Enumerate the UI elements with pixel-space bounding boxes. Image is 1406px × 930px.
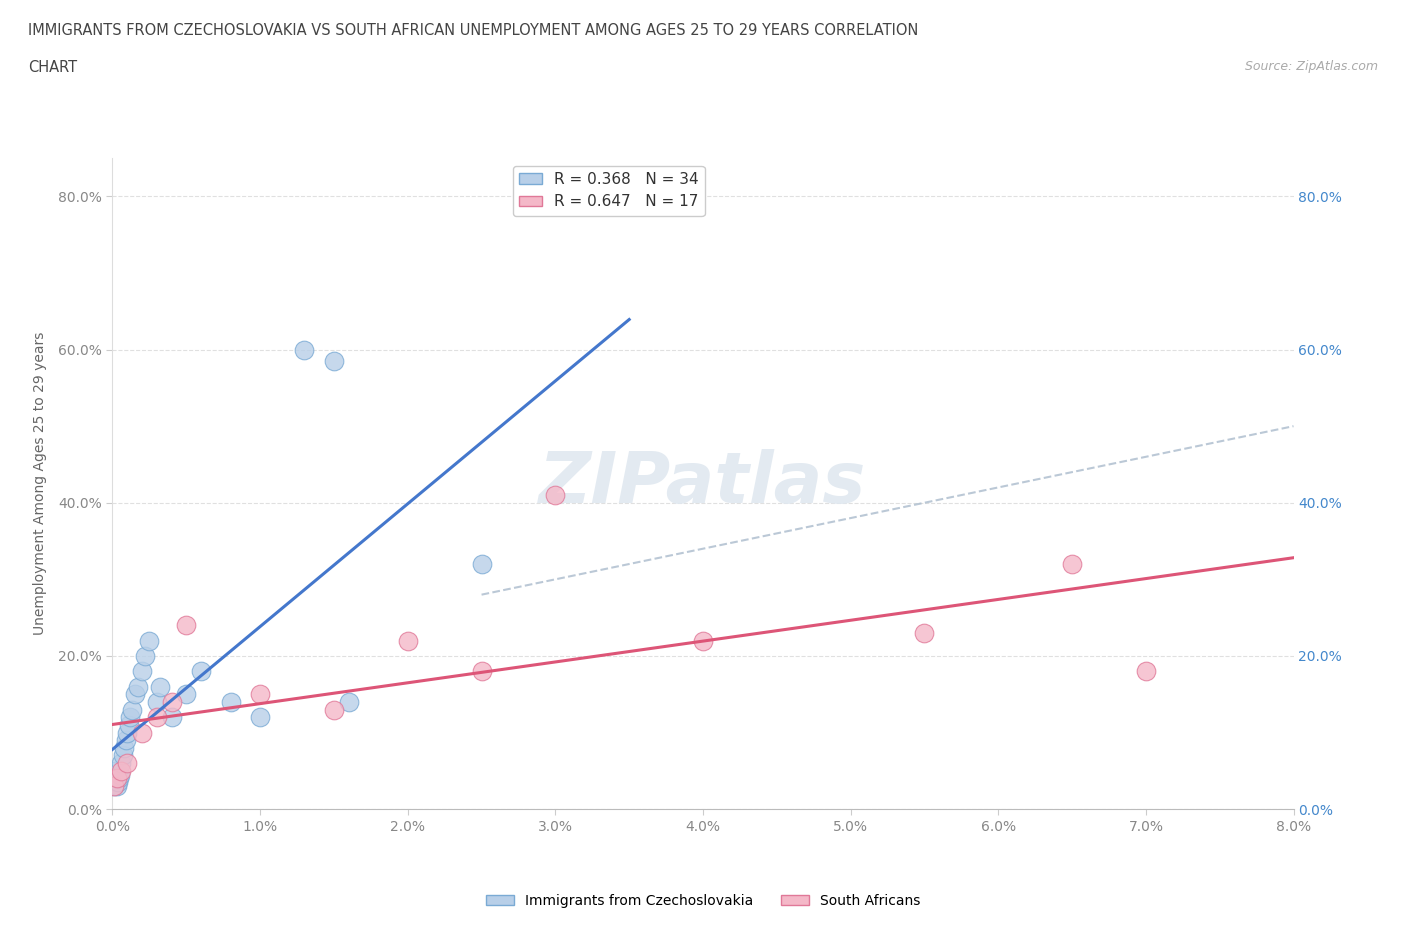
Point [120, 710, 142, 724]
Point [471, 664, 494, 679]
Point [337, 695, 360, 710]
Point [174, 686, 197, 701]
Point [107, 775, 129, 790]
Point [134, 648, 156, 663]
Point [149, 679, 172, 694]
Point [544, 487, 567, 502]
Point [160, 695, 183, 710]
Point [108, 771, 131, 786]
Point [174, 618, 197, 632]
Point [131, 725, 153, 740]
Point [104, 764, 127, 778]
Point [146, 710, 169, 724]
Point [114, 733, 136, 748]
Point [127, 679, 149, 694]
Text: Source: ZipAtlas.com: Source: ZipAtlas.com [1244, 60, 1378, 73]
Text: ZIPatlas: ZIPatlas [540, 449, 866, 518]
Point [112, 740, 135, 755]
Point [105, 771, 128, 786]
Point [103, 771, 125, 786]
Point [124, 686, 146, 701]
Point [190, 664, 212, 679]
Point [117, 725, 138, 740]
Point [323, 353, 346, 368]
Point [110, 756, 132, 771]
Point [160, 710, 183, 724]
Text: CHART: CHART [28, 60, 77, 75]
Point [111, 748, 134, 763]
Point [107, 771, 129, 786]
Point [117, 756, 138, 771]
Legend: Immigrants from Czechoslovakia, South Africans: Immigrants from Czechoslovakia, South Af… [481, 889, 925, 914]
Point [323, 702, 346, 717]
Point [131, 664, 153, 679]
Legend: R = 0.368   N = 34, R = 0.647   N = 17: R = 0.368 N = 34, R = 0.647 N = 17 [513, 166, 704, 216]
Point [471, 556, 494, 571]
Point [146, 695, 169, 710]
Point [108, 767, 131, 782]
Y-axis label: Unemployment Among Ages 25 to 29 years: Unemployment Among Ages 25 to 29 years [34, 332, 46, 635]
Point [692, 633, 714, 648]
Point [219, 695, 242, 710]
Point [1062, 556, 1084, 571]
Point [105, 775, 128, 790]
Point [105, 778, 128, 793]
Point [121, 702, 143, 717]
Point [396, 633, 419, 648]
Point [1135, 664, 1157, 679]
Point [103, 778, 125, 793]
Point [118, 717, 141, 732]
Point [103, 778, 125, 793]
Point [914, 626, 936, 641]
Point [249, 686, 271, 701]
Point [249, 710, 271, 724]
Point [138, 633, 160, 648]
Text: IMMIGRANTS FROM CZECHOSLOVAKIA VS SOUTH AFRICAN UNEMPLOYMENT AMONG AGES 25 TO 29: IMMIGRANTS FROM CZECHOSLOVAKIA VS SOUTH … [28, 23, 918, 38]
Point [104, 771, 127, 786]
Point [110, 764, 132, 778]
Point [292, 342, 315, 357]
